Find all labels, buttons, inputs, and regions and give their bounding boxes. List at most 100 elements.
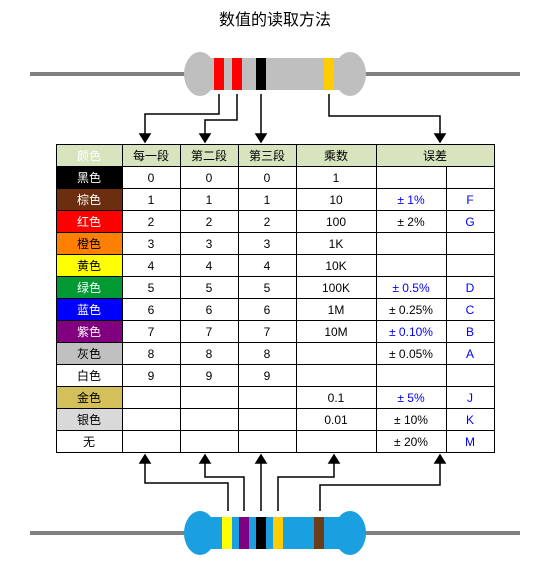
table-row: 棕色11110± 1%F [56, 189, 494, 211]
bstripe-5 [314, 517, 324, 549]
cell-d2: 3 [180, 233, 238, 255]
cell-mult: 10M [296, 321, 376, 343]
table-row: 灰色888± 0.05%A [56, 343, 494, 365]
table-header-row: 颜色 每一段 第二段 第三段 乘数 误差 [56, 145, 494, 167]
cell-tolerance: ± 10% [376, 409, 446, 431]
top-resistor-diagram [0, 34, 550, 144]
cell-tolerance: ± 1% [376, 189, 446, 211]
bstripe-1 [222, 517, 232, 549]
table-row: 白色999 [56, 365, 494, 387]
color-code-table: 颜色 每一段 第二段 第三段 乘数 误差 黑色0001棕色11110± 1%F红… [56, 144, 495, 453]
cell-d3 [238, 431, 296, 453]
cell-letter: C [446, 299, 494, 321]
bstripe-2 [239, 517, 249, 549]
cell-d1: 3 [122, 233, 180, 255]
stripe-4 [324, 58, 334, 90]
color-name: 金色 [56, 387, 122, 409]
cell-tolerance [376, 233, 446, 255]
cell-tolerance: ± 5% [376, 387, 446, 409]
cell-d2: 7 [180, 321, 238, 343]
cell-d1: 2 [122, 211, 180, 233]
cell-tolerance: ± 0.5% [376, 277, 446, 299]
cell-mult [296, 431, 376, 453]
color-name: 灰色 [56, 343, 122, 365]
table-row: 紫色77710M± 0.10%B [56, 321, 494, 343]
bottom-arrows [140, 455, 445, 511]
stripe-3 [256, 58, 266, 90]
cell-d1 [122, 387, 180, 409]
cell-mult: 1M [296, 299, 376, 321]
cell-d2: 6 [180, 299, 238, 321]
cell-letter [446, 255, 494, 277]
cell-letter: M [446, 431, 494, 453]
cell-mult: 100 [296, 211, 376, 233]
cell-letter: K [446, 409, 494, 431]
cell-d1: 9 [122, 365, 180, 387]
cell-d2 [180, 431, 238, 453]
table-row: 绿色555100K± 0.5%D [56, 277, 494, 299]
table-row: 银色0.01± 10%K [56, 409, 494, 431]
cell-d3: 6 [238, 299, 296, 321]
color-name: 红色 [56, 211, 122, 233]
cell-tolerance [376, 365, 446, 387]
color-name: 蓝色 [56, 299, 122, 321]
cell-d3: 0 [238, 167, 296, 189]
cell-d1 [122, 409, 180, 431]
table-row: 黄色44410K [56, 255, 494, 277]
cell-letter: A [446, 343, 494, 365]
cell-d1: 5 [122, 277, 180, 299]
hdr-tol: 误差 [376, 145, 494, 167]
bstripe-4 [273, 517, 283, 549]
cell-tolerance [376, 255, 446, 277]
cell-mult: 10K [296, 255, 376, 277]
cell-letter: G [446, 211, 494, 233]
top-arrows [140, 94, 445, 142]
cell-d2: 0 [180, 167, 238, 189]
cell-d2 [180, 409, 238, 431]
cell-d3: 5 [238, 277, 296, 299]
cell-d1: 7 [122, 321, 180, 343]
cell-d2: 5 [180, 277, 238, 299]
resistor-body-top [184, 52, 366, 96]
cell-tolerance: ± 0.05% [376, 343, 446, 365]
color-name: 白色 [56, 365, 122, 387]
color-name: 黄色 [56, 255, 122, 277]
bstripe-3 [256, 517, 266, 549]
cell-d3: 1 [238, 189, 296, 211]
color-name: 黑色 [56, 167, 122, 189]
hdr-d1: 每一段 [122, 145, 180, 167]
cell-d3: 4 [238, 255, 296, 277]
cell-mult [296, 343, 376, 365]
cell-tolerance: ± 0.25% [376, 299, 446, 321]
cell-d3: 2 [238, 211, 296, 233]
cell-d1 [122, 431, 180, 453]
cell-d2 [180, 387, 238, 409]
cell-letter: J [446, 387, 494, 409]
cell-mult: 1 [296, 167, 376, 189]
cell-d3 [238, 409, 296, 431]
color-name: 无 [56, 431, 122, 453]
cell-letter [446, 365, 494, 387]
cell-tolerance: ± 20% [376, 431, 446, 453]
cell-d1: 8 [122, 343, 180, 365]
page-title: 数值的读取方法 [0, 6, 550, 30]
cell-d2: 2 [180, 211, 238, 233]
color-name: 绿色 [56, 277, 122, 299]
color-name: 橙色 [56, 233, 122, 255]
stripe-2 [232, 58, 242, 90]
cell-d2: 9 [180, 365, 238, 387]
cell-d3: 9 [238, 365, 296, 387]
table-row: 橙色3331K [56, 233, 494, 255]
hdr-d3: 第三段 [238, 145, 296, 167]
cell-letter: F [446, 189, 494, 211]
cell-tolerance [376, 167, 446, 189]
cell-d3: 8 [238, 343, 296, 365]
table-row: 无 ± 20%M [56, 431, 494, 453]
cell-mult: 100K [296, 277, 376, 299]
cell-letter [446, 233, 494, 255]
stripe-1 [214, 58, 224, 90]
cell-tolerance: ± 2% [376, 211, 446, 233]
bottom-resistor-diagram [0, 453, 550, 573]
cell-d1: 4 [122, 255, 180, 277]
color-name: 棕色 [56, 189, 122, 211]
